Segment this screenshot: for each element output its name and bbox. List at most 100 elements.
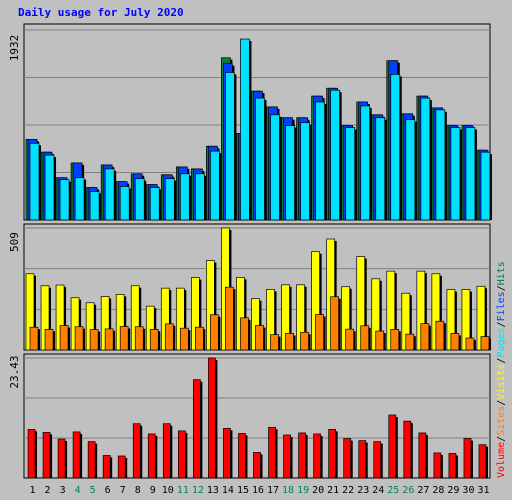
- x-tick-label-day-28: 28: [432, 485, 444, 496]
- bar-pages-day-22: [345, 127, 356, 221]
- bar-sites-day-4: [74, 326, 84, 351]
- bar-pages-day-19: [300, 122, 310, 221]
- bar-volume-day-28: [433, 452, 442, 479]
- legend-item: Hits: [496, 261, 507, 285]
- legend-item: /: [496, 285, 507, 291]
- bar-sites-day-8: [134, 326, 144, 351]
- bar-volume-day-8: [132, 423, 141, 479]
- bar-sites-day-9: [149, 329, 159, 351]
- bar-pages-day-9: [149, 187, 160, 221]
- bar-volume-day-31: [478, 444, 487, 479]
- bar-sites-day-6: [104, 328, 114, 351]
- bar-volume-day-18: [283, 434, 291, 479]
- x-tick-label-day-8: 8: [135, 485, 141, 496]
- legend-item: /: [496, 358, 507, 364]
- bar-sites-day-29: [450, 333, 460, 351]
- panel-volume: 23.43: [8, 353, 491, 479]
- bar-sites-day-1: [29, 326, 39, 351]
- bar-sites-day-2: [44, 329, 54, 351]
- x-tick-label-day-14: 14: [222, 485, 234, 496]
- chart-title: Daily usage for July 2020: [18, 6, 184, 19]
- bar-volume-day-15: [238, 433, 246, 479]
- y-max-label: 23.43: [8, 355, 21, 388]
- bar-sites-day-21: [330, 296, 339, 351]
- x-tick-label-day-26: 26: [402, 485, 414, 496]
- bar-volume-day-19: [298, 432, 306, 479]
- bar-sites-day-3: [59, 325, 69, 351]
- bar-volume-day-21: [328, 428, 337, 479]
- bar-volume-day-17: [268, 426, 276, 479]
- bar-pages-day-5: [89, 191, 100, 221]
- bar-pages-day-6: [104, 168, 115, 221]
- bar-pages-day-30: [465, 127, 476, 221]
- x-tick-label-day-3: 3: [60, 485, 66, 496]
- bar-sites-day-22: [345, 328, 355, 351]
- bar-pages-day-8: [134, 178, 145, 221]
- bar-volume-day-9: [147, 433, 156, 479]
- x-tick-label-day-18: 18: [282, 485, 294, 496]
- bar-volume-day-25: [388, 414, 397, 479]
- bar-volume-day-7: [117, 455, 126, 479]
- bar-pages-day-26: [405, 119, 416, 221]
- legend: Volume/Sites/Visits/Pages/Files/Hits: [496, 261, 507, 478]
- bar-pages-day-31: [480, 151, 491, 221]
- bar-volume-day-10: [162, 423, 171, 479]
- bar-pages-day-18: [285, 125, 295, 221]
- bar-volume-day-11: [177, 430, 186, 479]
- x-tick-label-day-15: 15: [237, 485, 249, 496]
- bar-sites-day-17: [270, 334, 279, 351]
- x-tick-label-day-27: 27: [417, 485, 429, 496]
- bar-volume-day-3: [57, 438, 66, 479]
- bar-volume-day-26: [403, 420, 412, 479]
- bar-sites-day-24: [375, 330, 385, 351]
- bar-pages-day-16: [255, 97, 265, 221]
- x-tick-label-day-12: 12: [192, 485, 204, 496]
- legend-item: /: [496, 400, 507, 406]
- x-tick-label-day-24: 24: [372, 485, 384, 496]
- x-tick-label-day-6: 6: [105, 485, 111, 496]
- panel-visits_sites: 509: [8, 223, 491, 351]
- bar-sites-day-20: [315, 314, 324, 351]
- legend-item: Volume: [496, 442, 507, 478]
- bar-pages-day-14: [225, 72, 235, 221]
- legend-item: /: [496, 436, 507, 442]
- bar-sites-day-13: [210, 314, 219, 351]
- bar-pages-day-1: [29, 142, 40, 221]
- y-max-label: 1932: [8, 35, 21, 62]
- bar-pages-day-29: [450, 127, 461, 221]
- x-tick-label-day-17: 17: [267, 485, 279, 496]
- bar-volume-day-6: [102, 455, 111, 479]
- bar-sites-day-27: [420, 323, 430, 351]
- bar-sites-day-25: [390, 329, 400, 351]
- bar-pages-day-23: [360, 105, 371, 221]
- x-axis-labels: 1 2 3 4 5 6 7 8 9 10 11 12 13 14 15 16 17 18 19 20 21 22 23 24 2…: [30, 485, 490, 496]
- bar-sites-day-31: [480, 336, 490, 351]
- bar-sites-day-16: [255, 325, 264, 351]
- legend-item: Sites: [496, 406, 507, 436]
- x-tick-label-day-25: 25: [387, 485, 399, 496]
- bar-sites-day-18: [285, 333, 294, 351]
- bar-pages-day-20: [315, 101, 325, 221]
- x-tick-label-day-9: 9: [150, 485, 156, 496]
- bar-pages-day-3: [59, 179, 70, 221]
- bar-volume-day-20: [313, 433, 321, 479]
- x-tick-label-day-13: 13: [207, 485, 219, 496]
- bar-sites-day-19: [300, 331, 309, 351]
- x-tick-label-day-7: 7: [120, 485, 126, 496]
- bar-volume-day-30: [463, 438, 472, 479]
- legend-item: Files: [496, 291, 507, 321]
- x-tick-label-day-30: 30: [462, 485, 474, 496]
- bar-volume-day-5: [87, 441, 96, 479]
- bar-sites-day-26: [405, 333, 415, 351]
- y-max-label: 509: [8, 232, 21, 252]
- bar-pages-day-15: [240, 38, 250, 221]
- bar-pages-day-25: [390, 74, 401, 221]
- x-tick-label-day-29: 29: [447, 485, 459, 496]
- legend-item: Pages: [496, 327, 507, 357]
- bar-sites-day-10: [164, 323, 174, 351]
- legend-item: Visits: [496, 364, 507, 400]
- bar-volume-day-14: [223, 427, 231, 479]
- bar-sites-day-11: [179, 327, 189, 351]
- bar-pages-day-2: [44, 154, 55, 221]
